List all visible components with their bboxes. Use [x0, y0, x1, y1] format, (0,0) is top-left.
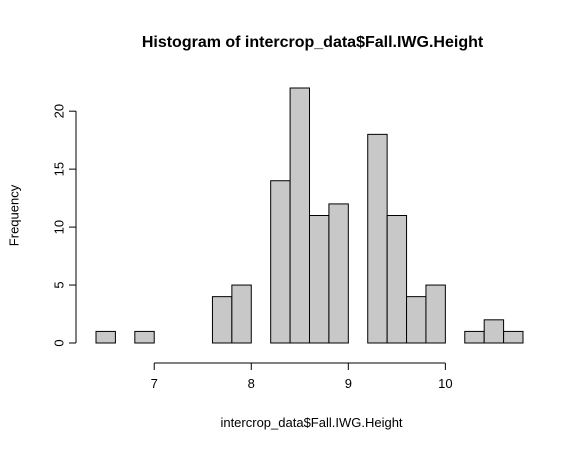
y-tick-label-5: 5 [52, 281, 67, 288]
histogram-bar-11 [309, 215, 330, 344]
y-axis: 0 5 10 15 20 [52, 104, 77, 347]
x-axis: 7 8 9 10 [151, 362, 453, 391]
x-axis-label: intercrop_data$Fall.IWG.Height [220, 415, 402, 430]
histogram-bar-17 [425, 284, 446, 344]
histogram-bar-14 [367, 133, 388, 344]
histogram-bar-6 [211, 296, 233, 344]
histogram-bar-2 [134, 330, 155, 344]
bars-layer [95, 87, 524, 344]
y-tick-label-10: 10 [52, 220, 67, 234]
histogram-bar-0 [95, 330, 116, 344]
histogram-bar-12 [328, 203, 349, 344]
histogram-bar-15 [386, 215, 408, 344]
x-tick-label-9: 9 [345, 376, 352, 391]
x-tick-label-10: 10 [438, 376, 452, 391]
histogram-bar-16 [406, 296, 427, 344]
histogram-bar-21 [503, 330, 524, 344]
histogram-bar-10 [289, 87, 310, 344]
histogram-bar-9 [270, 180, 291, 344]
chart-title: Histogram of intercrop_data$Fall.IWG.Hei… [142, 34, 484, 51]
histogram-bar-20 [483, 319, 505, 344]
x-tick-label-8: 8 [248, 376, 255, 391]
y-axis-label: Frequency [7, 184, 22, 246]
y-tick-label-20: 20 [52, 104, 67, 118]
y-tick-label-0: 0 [52, 339, 67, 346]
y-tick-label-15: 15 [52, 162, 67, 176]
histogram-bar-7 [231, 284, 252, 344]
histogram-bar-19 [464, 330, 485, 344]
x-tick-label-7: 7 [151, 376, 158, 391]
